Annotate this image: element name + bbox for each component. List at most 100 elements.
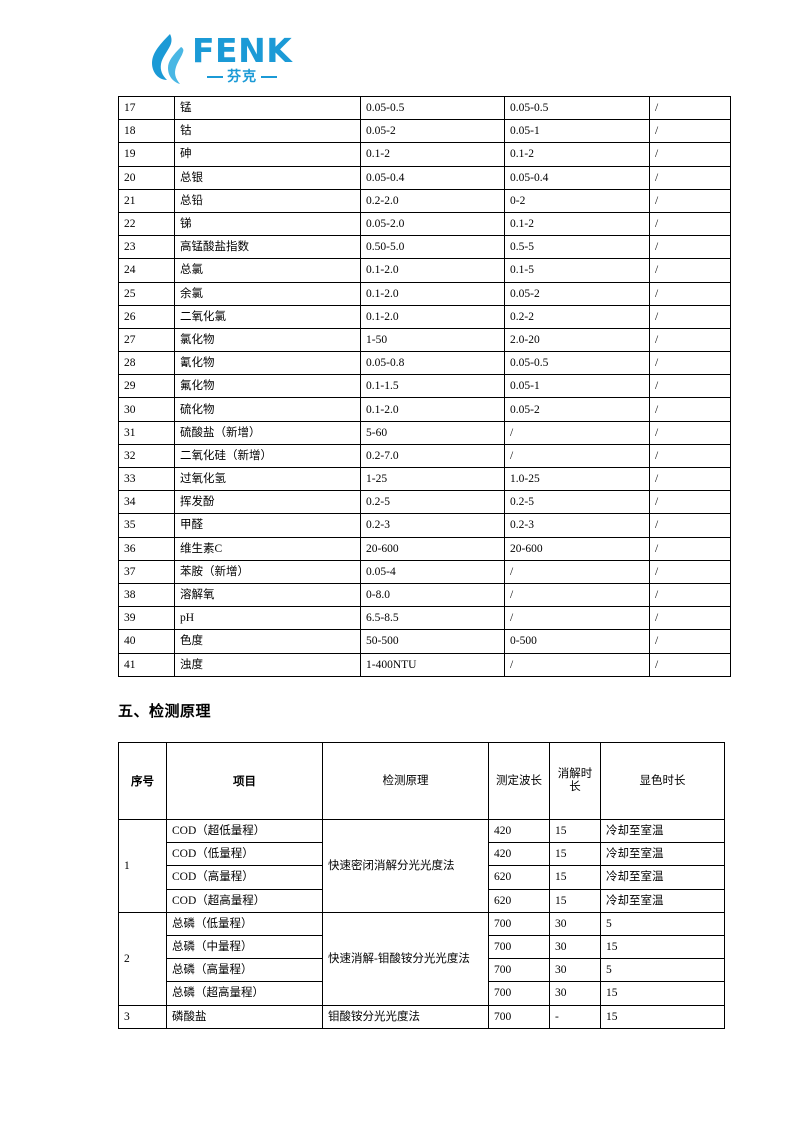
cell-seq: 2 <box>118 911 167 1006</box>
cell-wavelength: 700 <box>488 981 550 1006</box>
cell-principle: 快速消解-钼酸铵分光光度法 <box>322 911 489 1006</box>
cell-principle: 快速密闭消解分光光度法 <box>322 819 489 913</box>
cell-range1: 0.05-2.0 <box>360 211 505 237</box>
cell-range3: / <box>649 142 731 167</box>
table-row: 28 氰化物 0.05-0.8 0.05-0.5/ <box>118 351 731 376</box>
section-heading-detection-principle: 五、检测原理 <box>118 702 212 720</box>
cell-item: pH <box>174 606 361 631</box>
cell-item: 总磷（低量程） <box>166 911 323 936</box>
cell-range1: 1-50 <box>360 327 505 353</box>
cell-range2: 0.2-2 <box>504 304 650 329</box>
cell-no: 33 <box>118 466 175 492</box>
cell-no: 27 <box>118 327 175 353</box>
cell-item: 总氯 <box>174 258 361 283</box>
cell-no: 37 <box>118 559 175 584</box>
cell-item: COD（高量程） <box>166 865 323 890</box>
cell-digest-time: 15 <box>549 818 601 844</box>
cell-seq: 3 <box>118 1004 167 1029</box>
cell-wavelength: 420 <box>488 842 550 867</box>
cell-range3: / <box>649 211 731 237</box>
cell-color-time: 冷却至室温 <box>600 865 725 890</box>
cell-range2: 0.2-5 <box>504 490 650 515</box>
cell-range3: / <box>649 304 731 329</box>
cell-range1: 5-60 <box>360 420 505 445</box>
cell-range3: / <box>649 374 731 399</box>
cell-no: 31 <box>118 420 175 445</box>
cell-color-time: 冷却至室温 <box>600 888 725 913</box>
cell-range2: 0.1-2 <box>504 142 650 167</box>
cell-no: 36 <box>118 536 175 561</box>
logo-subtitle: 芬克 <box>192 70 292 84</box>
cell-item: COD（超低量程） <box>166 818 323 844</box>
header-item-label: 项目 <box>233 773 256 788</box>
cell-no: 20 <box>118 165 175 190</box>
cell-item: 氰化物 <box>174 351 361 376</box>
cell-range2: / <box>504 652 650 677</box>
table-row: 36 维生素C 20-600 20-600/ <box>118 536 731 561</box>
cell-color-time: 冷却至室温 <box>600 818 725 844</box>
table-row: 41 浊度 1-400NTU / / <box>118 652 731 677</box>
cell-range1: 0.1-2.0 <box>360 304 505 329</box>
cell-range1: 1-25 <box>360 466 505 492</box>
cell-no: 32 <box>118 443 175 469</box>
cell-range3: / <box>649 443 731 469</box>
cell-range1: 0.05-2 <box>360 119 505 144</box>
cell-color-time: 15 <box>600 934 725 960</box>
cell-no: 17 <box>118 95 175 121</box>
cell-item: 苯胺（新增） <box>174 559 361 584</box>
table-row: 33 过氧化氢 1-25 1.0-25/ <box>118 466 731 492</box>
cell-range2: 0.05-0.5 <box>504 351 650 376</box>
cell-item: 高锰酸盐指数 <box>174 235 361 260</box>
logo-chinese-name: 芬克 <box>227 69 258 85</box>
cell-wavelength: 420 <box>488 818 550 844</box>
cell-item: 过氧化氢 <box>174 466 361 492</box>
header-digest-time: 消解时长 <box>549 742 601 820</box>
table-row: 20 总银 0.05-0.4 0.05-0.4/ <box>118 165 731 190</box>
cell-color-time: 15 <box>600 981 725 1006</box>
table-row: 23 高锰酸盐指数 0.50-5.0 0.5-5/ <box>118 235 731 260</box>
cell-range3: / <box>649 513 731 538</box>
cell-range3: / <box>649 188 731 213</box>
cell-color-time: 冷却至室温 <box>600 842 725 867</box>
cell-item: COD（超高量程） <box>166 888 323 913</box>
cell-item: 总磷（中量程） <box>166 934 323 960</box>
cell-range1: 0.1-1.5 <box>360 374 505 399</box>
cell-range3: / <box>649 397 731 422</box>
table-row: 32 二氧化硅（新增） 0.2-7.0// <box>118 443 731 469</box>
cell-no: 40 <box>118 629 175 654</box>
cell-range2: 2.0-20 <box>504 327 650 353</box>
cell-no: 29 <box>118 374 175 399</box>
cell-range1: 1-400NTU <box>360 652 505 677</box>
cell-range2: 0.5-5 <box>504 235 650 260</box>
cell-range2: 0.1-5 <box>504 258 650 283</box>
cell-item: 总磷（超高量程） <box>166 981 323 1006</box>
table-row: 18 钴 0.05-2 0.05-1/ <box>118 119 731 144</box>
table-row: 40 色度 50-500 0-500/ <box>118 629 731 654</box>
cell-range3: / <box>649 536 731 561</box>
cell-range1: 0.1-2 <box>360 142 505 167</box>
table-row: 22 锑 0.05-2.0 0.1-2/ <box>118 211 731 237</box>
cell-item: 氯化物 <box>174 327 361 353</box>
detection-principles-table: 序号 项目 检测原理 测定波长 消解时长 显色时长 1 COD（超低量程） 快速密闭… <box>118 742 725 1029</box>
cell-range1: 0.1-2.0 <box>360 397 505 422</box>
cell-item: 总银 <box>174 165 361 190</box>
cell-item: 甲醛 <box>174 513 361 538</box>
cell-range3: / <box>649 466 731 492</box>
cell-item: 二氧化硅（新增） <box>174 443 361 469</box>
cell-range1: 0.2-5 <box>360 490 505 515</box>
table-row: 24 总氯 0.1-2.0 0.1-5/ <box>118 258 731 283</box>
header-wavelength-label: 测定波长 <box>496 774 542 787</box>
logo-wordmark: FENK <box>192 31 293 70</box>
cell-range1: 50-500 <box>360 629 505 654</box>
cell-no: 25 <box>118 281 175 306</box>
cell-item: 砷 <box>174 142 361 167</box>
cell-item: 总铅 <box>174 188 361 213</box>
cell-digest-time: 30 <box>549 911 601 936</box>
cell-range2: / <box>504 420 650 445</box>
cell-range1: 0.2-2.0 <box>360 188 505 213</box>
cell-range1: 0.05-0.5 <box>360 95 505 121</box>
logo-dash-left <box>207 76 224 78</box>
cell-item: 色度 <box>174 629 361 654</box>
cell-no: 34 <box>118 490 175 515</box>
table-row: 17 锰 0.05-0.5 0.05-0.5/ <box>118 95 731 121</box>
